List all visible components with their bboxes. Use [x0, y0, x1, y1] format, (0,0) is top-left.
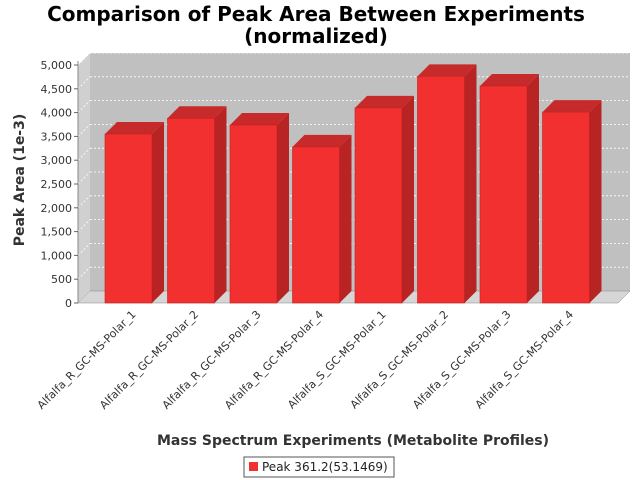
y-axis-title: Peak Area (1e-3)	[12, 114, 28, 247]
bar	[292, 134, 352, 304]
gridline-diag	[77, 52, 91, 66]
bar-front	[104, 133, 153, 304]
x-category-label: Alfalfa_R_GC-MS-Polar_1	[35, 308, 139, 412]
chart-title: Comparison of Peak Area Between Experime…	[47, 2, 585, 26]
x-axis-categories: Alfalfa_R_GC-MS-Polar_1Alfalfa_R_GC-MS-P…	[35, 308, 576, 412]
bar-top	[105, 122, 164, 135]
bar-top	[292, 134, 352, 147]
gridline-diag	[77, 100, 91, 113]
bar	[542, 100, 602, 304]
bar-side	[589, 100, 602, 304]
gridline-diag	[77, 219, 91, 232]
bar-top	[230, 112, 289, 125]
gridline-diag	[77, 195, 91, 209]
bar-side	[402, 95, 414, 303]
legend-label: Peak 361.2(53.1469)	[262, 460, 388, 474]
bar	[417, 64, 477, 304]
y-tick-label: 500	[51, 273, 72, 286]
bars	[104, 64, 602, 304]
y-tick-label: 4,000	[41, 107, 73, 120]
bar	[229, 112, 289, 304]
gridline-diag	[77, 124, 91, 137]
bar-front	[479, 85, 528, 304]
gridline-diag	[77, 266, 91, 280]
bar-front	[167, 118, 215, 304]
gridline-diag	[77, 76, 91, 90]
bar-top	[542, 100, 602, 113]
gridline-diag	[77, 147, 91, 161]
bar-top	[480, 73, 539, 86]
y-tick-label: 5,000	[41, 59, 73, 72]
legend: Peak 361.2(53.1469)	[243, 456, 395, 478]
bar-top	[355, 95, 414, 108]
gridline-diag	[77, 243, 91, 256]
bar-top	[417, 64, 477, 77]
bar-side	[214, 106, 227, 303]
y-tick-label: 1,000	[41, 249, 73, 262]
bar	[479, 73, 539, 304]
y-tick-label: 3,500	[41, 130, 73, 143]
y-tick-label: 3,000	[41, 154, 73, 167]
y-tick-label: 0	[65, 297, 72, 310]
legend-swatch	[249, 462, 258, 471]
bar	[167, 106, 227, 304]
bar-top	[167, 106, 227, 119]
bar-front	[229, 124, 278, 304]
y-tick-label: 2,500	[41, 178, 73, 191]
y-tick-label: 1,500	[41, 226, 73, 239]
bar-front	[417, 76, 465, 304]
bar	[354, 95, 414, 304]
bar-front	[354, 107, 403, 304]
y-tick-label: 4,500	[41, 83, 73, 96]
bar-front	[292, 146, 340, 304]
bar-side	[277, 112, 289, 303]
bar-side	[339, 134, 352, 303]
gridline-diag	[77, 171, 91, 185]
x-axis-title: Mass Spectrum Experiments (Metabolite Pr…	[157, 433, 549, 449]
y-axis-ticks: 0 500 1,000 1,500 2,000 2,500 3,000 3,500 4,000 4…	[41, 59, 78, 310]
bar-side	[152, 122, 164, 304]
chart-subtitle: (normalized)	[244, 24, 388, 48]
bar	[104, 122, 164, 304]
bar-side	[464, 64, 477, 303]
y-tick-label: 2,000	[41, 202, 73, 215]
bar-front	[542, 111, 590, 304]
bar-side	[527, 73, 539, 303]
legend-box	[243, 456, 395, 478]
